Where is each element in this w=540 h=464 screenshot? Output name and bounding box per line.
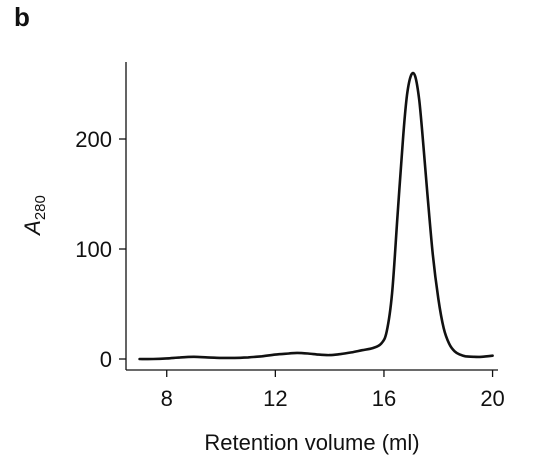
x-tick-label: 12 [263, 386, 287, 411]
x-axis-title: Retention volume (ml) [204, 430, 419, 455]
x-tick-label: 16 [372, 386, 396, 411]
x-tick-label: 8 [161, 386, 173, 411]
x-tick-label: 20 [480, 386, 504, 411]
y-axis-title-main: A [20, 220, 45, 237]
y-axis-title: A280 [20, 195, 49, 237]
y-tick-label: 0 [100, 347, 112, 372]
panel-label: b [14, 2, 30, 32]
plot-area [138, 71, 494, 361]
y-tick-label: 100 [75, 237, 112, 262]
axes [125, 62, 498, 371]
y-axis-title-subscript: 280 [32, 195, 49, 220]
y-tick-label: 200 [75, 127, 112, 152]
a280-trace-line [138, 71, 494, 361]
